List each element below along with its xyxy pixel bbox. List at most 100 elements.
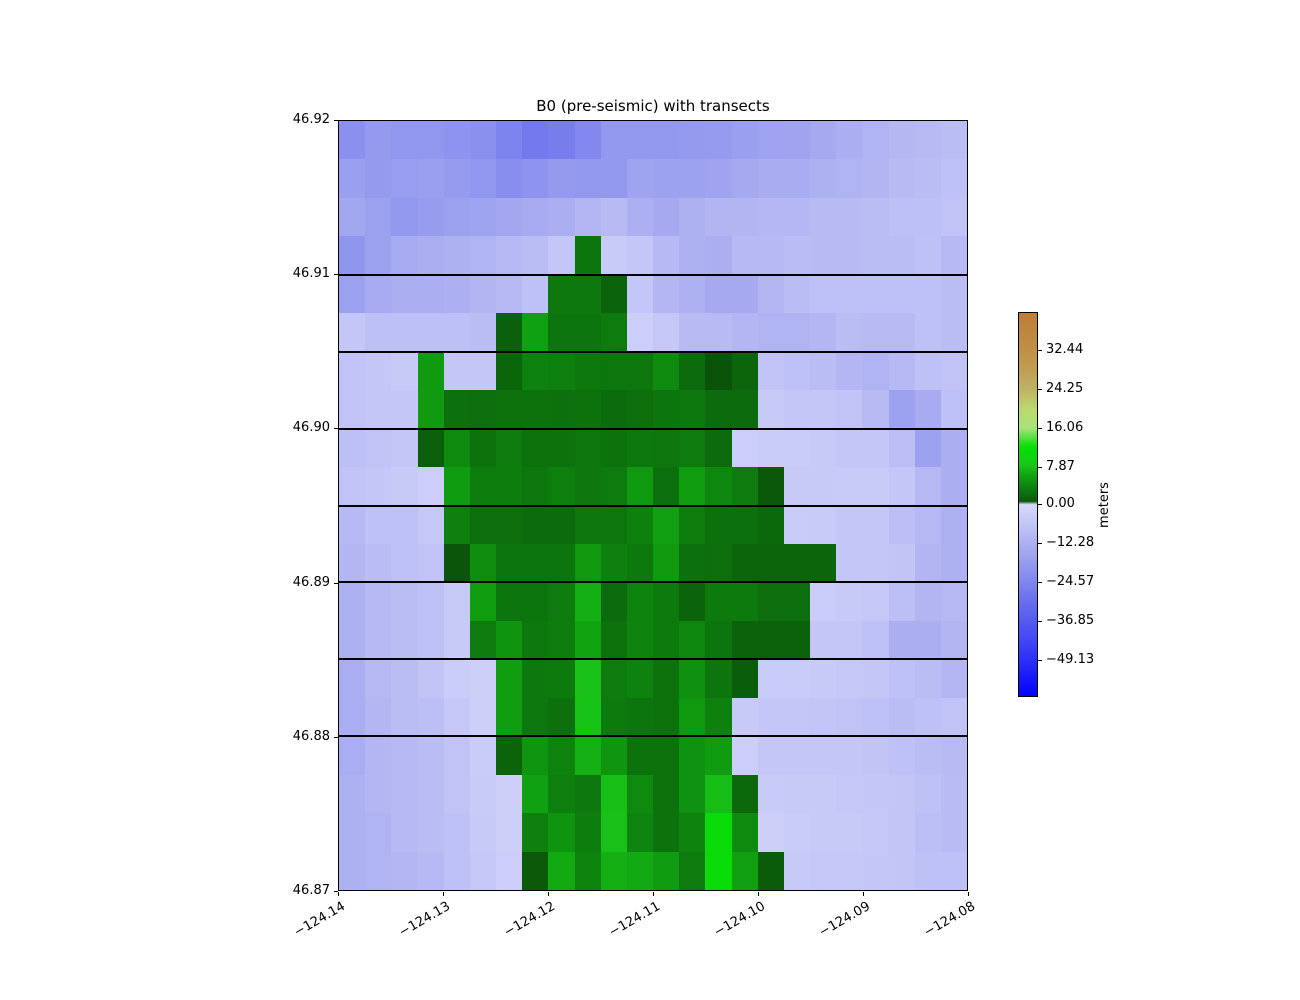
x-tick-mark	[548, 892, 549, 896]
heatmap-cell	[705, 159, 733, 199]
heatmap-cell	[757, 313, 785, 353]
heatmap-cell	[653, 390, 680, 430]
heatmap-cell	[836, 197, 863, 237]
heatmap-cell	[731, 851, 759, 890]
heatmap-cell	[469, 505, 497, 545]
heatmap-cell	[365, 736, 392, 776]
heatmap-cell	[914, 390, 942, 430]
heatmap-cell	[391, 851, 419, 890]
heatmap-cell	[496, 467, 523, 507]
heatmap-cell	[810, 467, 837, 507]
heatmap-cell	[653, 313, 680, 353]
heatmap-cell	[600, 659, 628, 699]
heatmap-cell	[522, 774, 549, 814]
heatmap-cell	[600, 505, 628, 545]
heatmap-cell	[443, 274, 471, 314]
heatmap-cell	[914, 582, 942, 622]
heatmap-cell	[705, 813, 733, 853]
heatmap-cell	[365, 428, 392, 468]
transect-line	[339, 350, 967, 353]
colorbar-tick-mark	[1038, 427, 1042, 429]
heatmap-cell	[548, 543, 576, 583]
heatmap-cell	[940, 197, 967, 237]
heatmap-plot	[338, 120, 968, 891]
heatmap-cell	[862, 428, 890, 468]
heatmap-cell	[574, 390, 602, 430]
heatmap-cell	[757, 467, 785, 507]
heatmap-cell	[365, 390, 392, 430]
heatmap-cell	[443, 620, 471, 660]
heatmap-cell	[679, 390, 706, 430]
heatmap-cell	[888, 813, 916, 853]
heatmap-cell	[862, 159, 890, 199]
heatmap-cell	[940, 620, 967, 660]
heatmap-cell	[496, 851, 523, 890]
heatmap-cell	[940, 736, 967, 776]
heatmap-cell	[810, 620, 837, 660]
heatmap-cell	[888, 467, 916, 507]
heatmap-cell	[914, 736, 942, 776]
heatmap-cell	[548, 813, 576, 853]
heatmap-cell	[548, 659, 576, 699]
heatmap-cell	[914, 274, 942, 314]
heatmap-cell	[469, 543, 497, 583]
heatmap-cell	[836, 121, 863, 161]
colorbar-tick-label: 7.87	[1046, 458, 1075, 474]
heatmap-cell	[391, 390, 419, 430]
heatmap-cell	[705, 197, 733, 237]
heatmap-cell	[522, 159, 549, 199]
heatmap-cell	[626, 313, 654, 353]
heatmap-cell	[626, 582, 654, 622]
heatmap-cell	[940, 467, 967, 507]
heatmap-cell	[548, 313, 576, 353]
heatmap-cell	[391, 505, 419, 545]
heatmap-cell	[836, 274, 863, 314]
y-tick-mark	[334, 891, 338, 892]
heatmap-cell	[548, 159, 576, 199]
heatmap-cell	[679, 274, 706, 314]
heatmap-cell	[548, 197, 576, 237]
heatmap-cell	[496, 582, 523, 622]
heatmap-cell	[757, 351, 785, 391]
heatmap-cell	[548, 390, 576, 430]
heatmap-cell	[888, 236, 916, 276]
heatmap-cell	[679, 543, 706, 583]
heatmap-cell	[626, 543, 654, 583]
heatmap-cell	[836, 543, 863, 583]
heatmap-cell	[365, 236, 392, 276]
heatmap-cell	[548, 851, 576, 890]
heatmap-cell	[679, 159, 706, 199]
heatmap-cell	[365, 197, 392, 237]
heatmap-cell	[574, 697, 602, 737]
heatmap-cell	[731, 582, 759, 622]
heatmap-cell	[940, 582, 967, 622]
heatmap-cell	[574, 774, 602, 814]
heatmap-cell	[653, 467, 680, 507]
heatmap-cell	[783, 620, 811, 660]
heatmap-cell	[836, 505, 863, 545]
heatmap-cell	[653, 813, 680, 853]
heatmap-cell	[391, 159, 419, 199]
heatmap-cell	[679, 505, 706, 545]
heatmap-cell	[574, 197, 602, 237]
heatmap-cell	[862, 236, 890, 276]
heatmap-cell	[417, 620, 445, 660]
heatmap-cell	[417, 851, 445, 890]
heatmap-cell	[836, 428, 863, 468]
heatmap-cell	[783, 121, 811, 161]
heatmap-cell	[574, 313, 602, 353]
heatmap-cell	[810, 159, 837, 199]
heatmap-cell	[731, 813, 759, 853]
heatmap-cell	[365, 159, 392, 199]
transect-line	[339, 504, 967, 507]
heatmap-cell	[469, 428, 497, 468]
heatmap-cell	[626, 121, 654, 161]
heatmap-cell	[731, 351, 759, 391]
heatmap-cell	[836, 736, 863, 776]
heatmap-cell	[417, 813, 445, 853]
transect-line	[339, 273, 967, 276]
heatmap-cell	[443, 351, 471, 391]
heatmap-cell	[339, 505, 366, 545]
heatmap-cell	[940, 236, 967, 276]
heatmap-cell	[365, 620, 392, 660]
